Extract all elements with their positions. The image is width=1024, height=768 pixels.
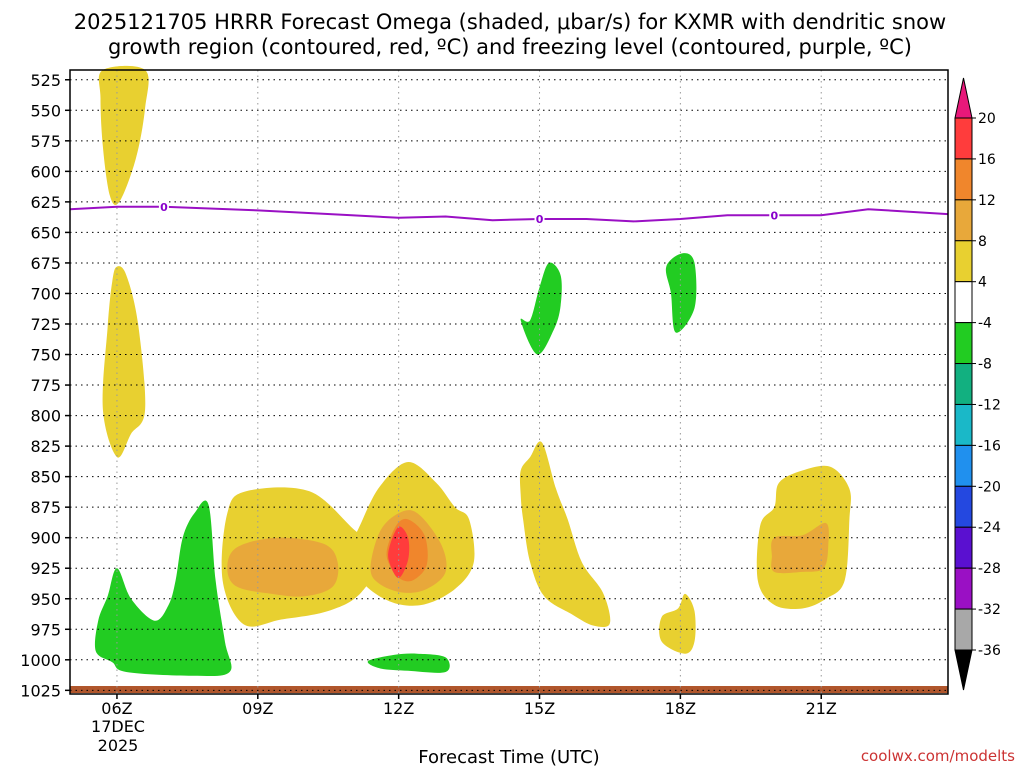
colorbar-level-label: -8 [978, 357, 992, 373]
colorbar-segment [954, 240, 973, 283]
y-tick-label: 1025 [20, 681, 61, 700]
colorbar-level-label: -20 [978, 479, 1001, 495]
y-tick-label: 700 [30, 284, 61, 303]
x-tick-label: 15Z [524, 699, 555, 718]
y-tick-label: 800 [30, 407, 61, 426]
freezing-label-bg [158, 200, 169, 213]
freezing-label-bg [769, 209, 780, 222]
date-label-year: 2025 [98, 736, 139, 755]
date-label-day: 17DEC [91, 717, 145, 736]
source-credit: coolwx.com/modelts [861, 747, 1015, 765]
colorbar-level-label: 8 [978, 234, 987, 250]
colorbar-segment [954, 567, 973, 610]
y-tick-label: 675 [30, 254, 61, 273]
y-tick-label: 750 [30, 346, 61, 365]
colorbar: 20 16 12 8 4 -4 -8 -12 -16 -20 -24 -28 -32 -36 [954, 77, 1001, 691]
band-4-8-upper-06z [98, 65, 149, 206]
colorbar-segment [954, 158, 973, 201]
y-tick-label: 825 [30, 437, 61, 456]
colorbar-segment [954, 199, 973, 242]
y-tick-label: 950 [30, 590, 61, 609]
x-tick-label: 09Z [242, 699, 273, 718]
x-axis-title: Forecast Time (UTC) [418, 747, 599, 768]
band-8-12-09z [227, 537, 339, 597]
colorbar-segment [954, 403, 973, 446]
y-tick-label: 600 [30, 162, 61, 181]
y-tick-label: 625 [30, 193, 61, 212]
colorbar-level-label: 4 [978, 275, 987, 291]
chart-title-line-2: growth region (contoured, red, ºC) and f… [108, 35, 912, 59]
colorbar-level-label: 20 [978, 111, 996, 127]
plot-frame [69, 69, 949, 695]
x-tick-label: 18Z [665, 699, 696, 718]
colorbar-level-label: 16 [978, 152, 996, 168]
x-tick-label: 12Z [383, 699, 414, 718]
band-8-12-21z [771, 522, 829, 574]
y-tick-label: 525 [30, 71, 61, 90]
y-tick-label: 725 [30, 315, 61, 334]
colorbar-level-label: -16 [978, 438, 1001, 454]
y-tick-label: 925 [30, 559, 61, 578]
band-neg4-neg8-18z [665, 253, 697, 333]
freezing-level-label: 0 [536, 213, 544, 226]
freezing-label-bg [534, 212, 545, 225]
chart-title-line-1: 2025121705 HRRR Forecast Omega (shaded, … [74, 10, 946, 34]
y-tick-label: 875 [30, 498, 61, 517]
band-4-8-18z [659, 593, 696, 654]
x-tick-label: 06Z [101, 699, 132, 718]
band-4-8-mid-06z [102, 266, 146, 458]
y-tick-label: 900 [30, 529, 61, 548]
colorbar-level-label: -28 [978, 561, 1001, 577]
colorbar-level-label: -36 [978, 643, 1001, 659]
colorbar-bottom-arrow [954, 649, 973, 691]
band-16-20-12z [388, 526, 410, 579]
band-neg4-neg8-06z [94, 500, 232, 677]
y-tick-label: 850 [30, 468, 61, 487]
band-4-8-15z [519, 441, 611, 627]
colorbar-segment [954, 281, 973, 324]
band-neg4-neg8-12z [367, 653, 450, 673]
y-tick-label: 975 [30, 620, 61, 639]
colorbar-segment [954, 608, 973, 651]
y-tick-label: 575 [30, 132, 61, 151]
grid-lines [70, 70, 948, 694]
x-tick-label: 21Z [806, 699, 837, 718]
colorbar-segment [954, 363, 973, 405]
y-tick-label: 650 [30, 223, 61, 242]
colorbar-segment [954, 485, 973, 528]
omega-shaded-fields [94, 65, 851, 677]
colorbar-level-label: -4 [978, 316, 992, 332]
colorbar-level-label: 12 [978, 193, 996, 209]
x-axis: 06Z 09Z 12Z 15Z 18Z 21Z [101, 694, 837, 718]
y-tick-label: 775 [30, 376, 61, 395]
freezing-level-line [69, 205, 949, 223]
colorbar-level-label: -12 [978, 397, 1001, 413]
y-axis: 525 550 575 600 625 650 675 700 725 750 775 800 825 8… [20, 71, 70, 700]
freezing-level-label: 0 [770, 209, 778, 222]
colorbar-level-label: -32 [978, 602, 1001, 618]
colorbar-segment [954, 117, 973, 160]
colorbar-segment [954, 322, 973, 365]
ground-band [70, 686, 948, 693]
colorbar-segment [954, 526, 973, 569]
colorbar-segment [954, 444, 973, 487]
band-neg4-neg8-15z [520, 262, 562, 355]
y-tick-label: 550 [30, 101, 61, 120]
freezing-level-contour: 0 0 0 [69, 200, 949, 226]
colorbar-level-label: -24 [978, 520, 1001, 536]
freezing-level-label: 0 [160, 201, 168, 214]
colorbar-top-arrow [954, 77, 973, 119]
y-tick-label: 1000 [20, 651, 61, 670]
